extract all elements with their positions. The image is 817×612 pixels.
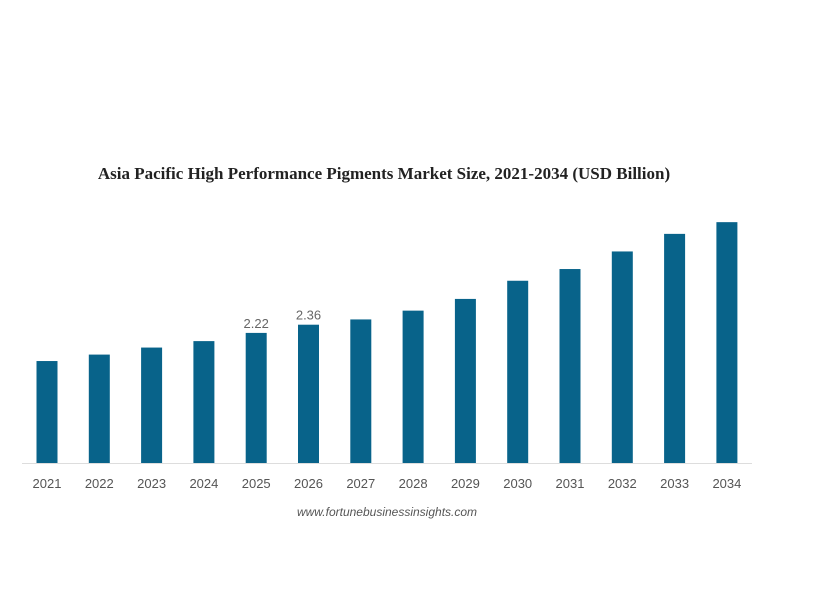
bar-2030 — [507, 280, 529, 463]
bar-2032 — [611, 251, 633, 463]
x-tick-label: 2029 — [451, 476, 480, 491]
x-tick-label: 2032 — [608, 476, 637, 491]
x-tick-label: 2030 — [503, 476, 532, 491]
x-tick-label: 2025 — [242, 476, 271, 491]
bar-2025 — [245, 332, 267, 463]
data-label: 2.22 — [244, 316, 269, 331]
bar-2021 — [36, 361, 58, 463]
x-tick-label: 2027 — [346, 476, 375, 491]
x-tick-label: 2028 — [399, 476, 428, 491]
bar-2029 — [454, 298, 476, 463]
bar-2026 — [298, 324, 319, 463]
bar-2022 — [88, 354, 110, 463]
bar-2028 — [402, 310, 424, 463]
x-tick-label: 2026 — [294, 476, 323, 491]
x-tick-label: 2024 — [189, 476, 218, 491]
x-tick-label: 2022 — [85, 476, 114, 491]
bar-2034 — [716, 222, 738, 463]
x-tick-label: 2021 — [33, 476, 62, 491]
bar-2023 — [141, 347, 163, 463]
chart-title: Asia Pacific High Performance Pigments M… — [98, 164, 670, 183]
x-tick-label: 2023 — [137, 476, 166, 491]
source-text: www.fortunebusinessinsights.com — [297, 505, 477, 519]
x-tick-label: 2034 — [712, 476, 741, 491]
bar-2024 — [193, 341, 215, 463]
bar-2031 — [559, 269, 581, 463]
x-tick-label: 2031 — [556, 476, 585, 491]
x-tick-label: 2033 — [660, 476, 689, 491]
data-label: 2.36 — [296, 308, 321, 323]
bar-2033 — [664, 233, 686, 463]
bar-2027 — [350, 319, 372, 463]
